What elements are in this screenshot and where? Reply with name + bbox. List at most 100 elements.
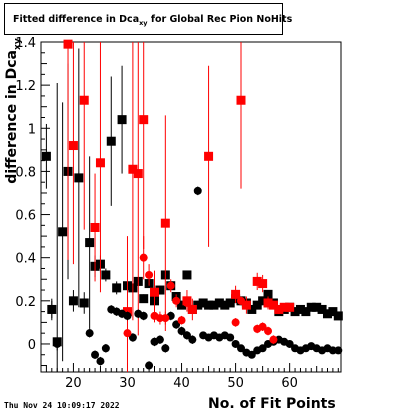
data-point	[263, 298, 273, 308]
data-point	[74, 173, 84, 183]
data-point	[139, 294, 149, 304]
data-point	[252, 276, 262, 286]
data-point	[285, 339, 294, 348]
data-point	[53, 339, 62, 348]
data-point	[322, 309, 332, 319]
y-tick-label: 0.4	[15, 252, 36, 267]
data-point	[68, 141, 78, 151]
data-point	[177, 316, 186, 325]
y-tick-label: 1.2	[15, 79, 36, 94]
data-point	[69, 296, 78, 305]
data-point	[312, 302, 322, 312]
data-point	[112, 283, 122, 293]
x-tick-label: 40	[173, 376, 190, 391]
data-point	[161, 314, 170, 323]
data-point	[106, 136, 116, 146]
plot-frame	[40, 41, 342, 373]
data-point	[79, 298, 89, 308]
data-point	[96, 357, 105, 366]
data-point	[258, 296, 268, 306]
timestamp-label: Thu Nov 24 10:09:17 2022	[4, 401, 120, 410]
data-point	[177, 327, 186, 336]
data-point	[139, 311, 148, 320]
data-point	[306, 302, 316, 312]
data-point	[285, 302, 295, 312]
data-point	[155, 285, 165, 295]
data-point	[268, 300, 278, 310]
data-point	[133, 169, 143, 179]
data-point	[225, 298, 235, 308]
data-point	[220, 300, 230, 310]
data-point	[279, 302, 289, 312]
data-point	[247, 304, 257, 314]
data-point	[252, 300, 262, 310]
data-point	[334, 346, 343, 355]
data-point	[101, 270, 111, 280]
data-point	[328, 307, 338, 317]
data-point	[128, 164, 138, 174]
data-point	[241, 300, 251, 310]
data-point	[91, 350, 100, 359]
data-point	[41, 151, 51, 161]
data-point	[274, 304, 284, 314]
chart-title: Fitted difference in Dcaxy for Global Re…	[13, 14, 293, 27]
data-point	[237, 296, 245, 305]
data-point	[47, 305, 56, 314]
data-point	[333, 311, 343, 321]
y-tick-label: 0.6	[15, 209, 36, 224]
data-point	[226, 333, 235, 342]
data-point	[236, 95, 246, 105]
data-point	[85, 329, 94, 338]
data-point	[117, 115, 127, 125]
data-point	[269, 335, 278, 344]
data-point	[231, 318, 240, 327]
data-point	[290, 307, 300, 317]
data-point	[123, 311, 132, 320]
data-point	[155, 335, 164, 344]
data-point	[139, 115, 149, 125]
data-point	[85, 238, 95, 248]
data-point	[145, 361, 154, 370]
data-point	[150, 287, 160, 297]
y-tick-label: 1.4	[15, 36, 36, 51]
data-point	[188, 335, 197, 344]
data-point	[63, 39, 73, 49]
data-point	[139, 253, 148, 262]
data-point	[90, 222, 100, 232]
data-point	[263, 289, 273, 299]
y-tick-label: 0.8	[15, 165, 36, 180]
data-point	[101, 344, 110, 353]
data-point	[182, 331, 191, 340]
data-point	[79, 95, 89, 105]
data-point	[58, 227, 68, 237]
data-point	[247, 350, 256, 359]
data-point	[301, 307, 311, 317]
y-tick-label: 0.2	[15, 295, 36, 310]
data-point	[295, 304, 305, 314]
data-point	[182, 270, 192, 280]
data-point	[237, 344, 245, 353]
data-point	[204, 300, 214, 310]
data-point	[258, 322, 267, 331]
y-tick-label: 1	[28, 122, 36, 137]
data-point	[128, 333, 137, 342]
data-point	[317, 304, 327, 314]
x-tick-label: 50	[227, 376, 244, 391]
data-point	[145, 270, 154, 279]
data-point	[204, 151, 214, 161]
x-tick-label: 20	[65, 376, 82, 391]
chart-title-box: Fitted difference in Dcaxy for Global Re…	[4, 3, 292, 35]
data-point	[166, 281, 175, 290]
y-axis-title: difference in Dcaxy	[4, 38, 23, 184]
data-point	[177, 300, 187, 310]
x-axis-title: No. of Fit Points	[208, 396, 336, 412]
data-point	[123, 329, 132, 338]
x-tick-label: 60	[281, 376, 298, 391]
data-point	[231, 339, 240, 348]
data-point	[193, 186, 202, 195]
data-point	[188, 305, 197, 314]
data-point	[160, 218, 170, 228]
y-tick-label: 0	[28, 338, 36, 353]
data-point	[258, 279, 268, 289]
